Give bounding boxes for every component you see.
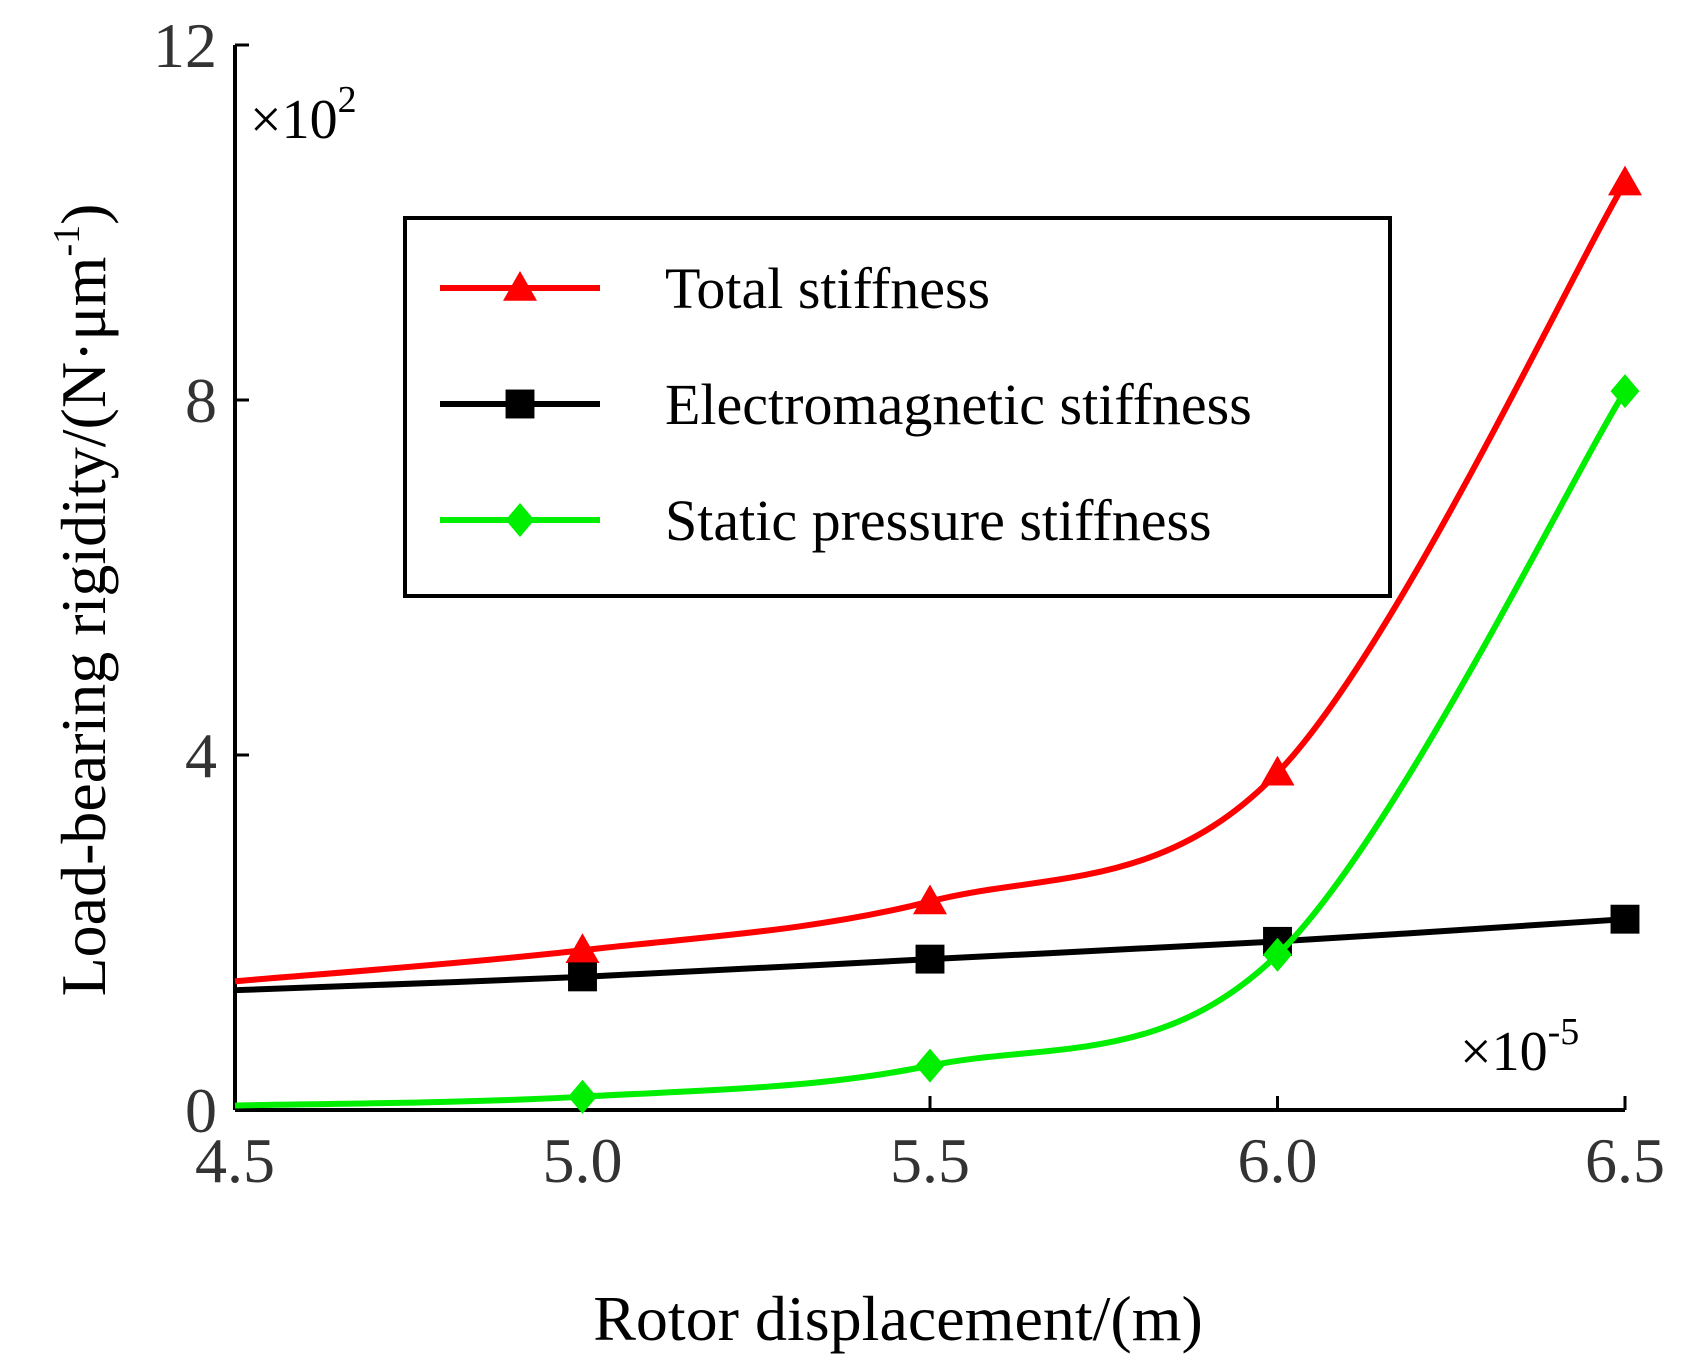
x-tick-label: 5.0 — [543, 1125, 623, 1196]
legend-label: Static pressure stiffness — [665, 488, 1212, 553]
y-multiplier: ×102 — [250, 79, 357, 151]
series-line — [234, 389, 1628, 1109]
y-ticks: 0 4 8 12 — [153, 10, 249, 1146]
x-tick-label: 6.5 — [1585, 1125, 1665, 1196]
legend-marker — [505, 503, 535, 537]
x-tick-label: 6.0 — [1238, 1125, 1318, 1196]
x-axis-label: Rotor displacement/(m) — [593, 1283, 1203, 1354]
data-point — [568, 1079, 597, 1114]
legend-item: Electromagnetic stiffness — [440, 372, 1252, 437]
series-electromagnetic-stiffness — [234, 904, 1640, 994]
data-point — [1610, 374, 1640, 409]
y-axis-label: Load-bearing rigidity/(N·μm-1) — [46, 204, 119, 997]
y-tick-label: 0 — [185, 1075, 217, 1146]
series-static-pressure-stiffness — [234, 374, 1640, 1114]
y-tick-label: 8 — [185, 365, 217, 436]
legend-label: Total stiffness — [665, 256, 990, 321]
data-point — [915, 944, 945, 974]
axes: 0 4 8 12 4.5 5.0 5.5 6.0 6.5 — [153, 10, 1665, 1196]
data-point — [1610, 904, 1640, 934]
data-point — [1608, 165, 1642, 196]
data-point — [1260, 755, 1295, 786]
legend-marker — [505, 389, 535, 419]
data-point — [1263, 937, 1292, 972]
legend: Total stiffness Electromagnetic stiffness… — [403, 216, 1392, 598]
legend-label: Electromagnetic stiffness — [665, 372, 1252, 437]
legend-item: Total stiffness — [440, 256, 990, 321]
legend-marker — [503, 271, 537, 301]
series-layer — [234, 165, 1642, 1114]
series-total-stiffness — [234, 165, 1642, 985]
series-line — [234, 181, 1628, 985]
data-point — [913, 884, 947, 915]
y-tick-label: 12 — [153, 10, 217, 81]
data-point — [915, 1048, 945, 1083]
legend-item: Static pressure stiffness — [440, 488, 1212, 553]
x-multiplier: ×10-5 — [1460, 1011, 1579, 1083]
x-tick-label: 4.5 — [195, 1125, 275, 1196]
data-point — [568, 962, 597, 992]
y-tick-label: 4 — [185, 720, 217, 791]
x-tick-label: 5.5 — [890, 1125, 970, 1196]
data-point — [565, 933, 600, 963]
